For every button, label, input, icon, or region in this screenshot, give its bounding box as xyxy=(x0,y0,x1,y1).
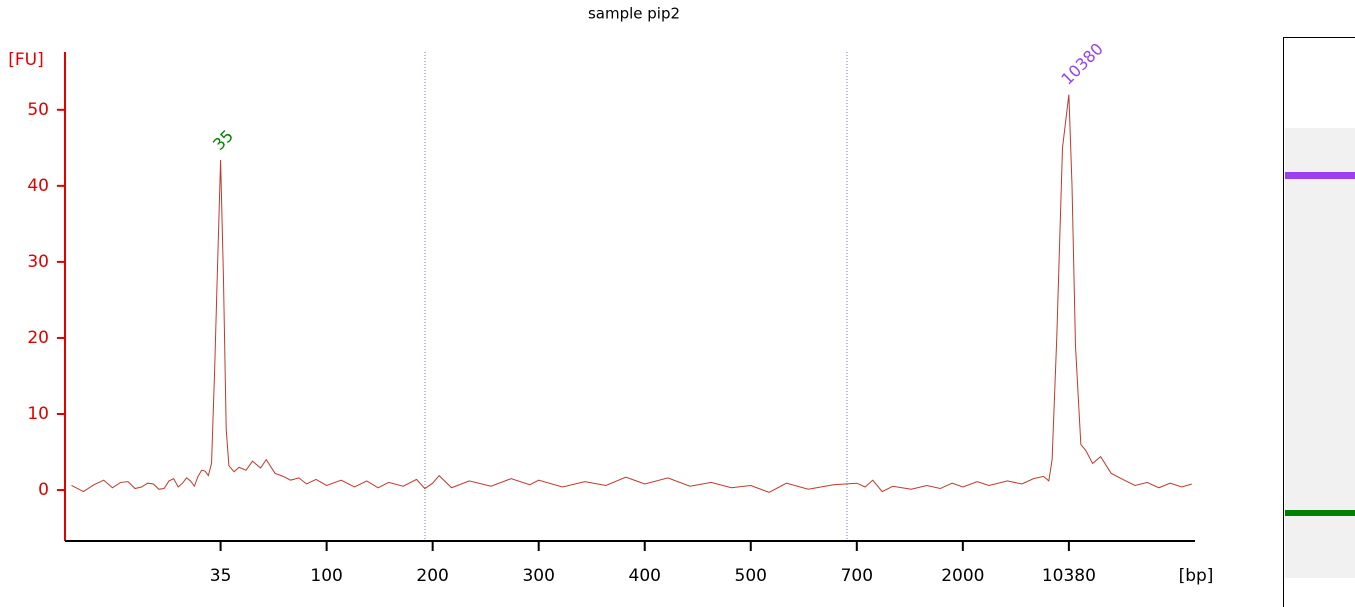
x-tick-label: 35 xyxy=(210,566,232,586)
y-tick-label: 30 xyxy=(27,252,49,272)
gel-band xyxy=(1285,172,1355,179)
gel-band xyxy=(1285,510,1355,516)
gel-background xyxy=(1285,128,1355,578)
x-tick-label: 10380 xyxy=(1042,566,1096,586)
x-tick-label: 300 xyxy=(522,566,554,586)
x-tick-label: 2000 xyxy=(941,566,984,586)
peak-label: 35 xyxy=(209,126,237,154)
x-tick-label: 200 xyxy=(416,566,448,586)
x-tick-label: 500 xyxy=(735,566,767,586)
x-axis-label: [bp] xyxy=(1179,566,1214,586)
gel-lane xyxy=(1283,37,1355,607)
y-tick-label: 20 xyxy=(27,328,49,348)
y-tick-label: 50 xyxy=(27,100,49,120)
y-tick-label: 10 xyxy=(27,404,49,424)
y-axis-label: [FU] xyxy=(8,50,44,70)
trace xyxy=(71,94,1192,493)
x-tick-label: 400 xyxy=(629,566,661,586)
y-tick-label: 40 xyxy=(27,176,49,196)
peak-label: 10380 xyxy=(1057,39,1106,88)
chart-title: sample pip2 xyxy=(588,5,680,23)
x-tick-label: 100 xyxy=(310,566,342,586)
y-tick-label: 0 xyxy=(38,480,49,500)
x-tick-label: 700 xyxy=(841,566,873,586)
